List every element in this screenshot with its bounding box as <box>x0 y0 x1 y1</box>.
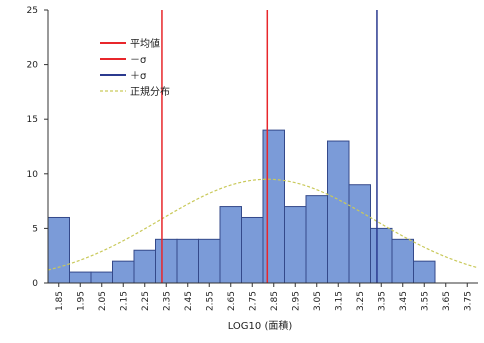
histogram-bar-8 <box>219 206 242 284</box>
x-tick-label: 2.15 <box>119 291 129 311</box>
histogram-bar-7 <box>198 238 221 284</box>
x-tick-label: 1.95 <box>76 291 86 311</box>
x-tick-label: 3.55 <box>420 291 430 311</box>
y-tick-label: 5 <box>32 224 38 234</box>
y-tick-label: 20 <box>27 61 39 71</box>
y-tick-label: 10 <box>27 170 39 180</box>
histogram-bar-2 <box>90 271 113 284</box>
legend-label-1: －σ <box>130 55 147 66</box>
histogram-bar-12 <box>305 195 328 284</box>
x-tick-label: 2.45 <box>184 291 194 311</box>
x-tick-label: 2.25 <box>141 291 151 311</box>
x-tick-label: 3.25 <box>356 291 366 311</box>
histogram-bar-1 <box>69 271 92 284</box>
x-tick-label: 2.05 <box>98 291 108 311</box>
y-tick-label: 0 <box>32 279 38 289</box>
histogram-bar-10 <box>262 129 285 284</box>
x-tick-label: 2.95 <box>291 291 301 311</box>
histogram-bar-6 <box>176 238 199 284</box>
histogram-bar-14 <box>348 184 371 284</box>
histogram-bar-0 <box>47 216 70 284</box>
x-tick-label: 2.85 <box>270 291 280 311</box>
x-axis-title: LOG10 (面積) <box>228 319 293 332</box>
histogram-bar-13 <box>327 140 350 284</box>
x-tick-label: 3.45 <box>399 291 409 311</box>
legend-label-3: 正規分布 <box>130 86 170 98</box>
normal-distribution-curve <box>47 178 479 271</box>
x-tick-label: 3.15 <box>334 291 344 311</box>
histogram-bar-17 <box>413 260 436 284</box>
histogram-bar-11 <box>284 206 307 284</box>
histogram-bar-15 <box>370 227 393 284</box>
x-tick-label: 2.65 <box>227 291 237 311</box>
x-tick-label: 3.75 <box>463 291 473 311</box>
legend: 平均値 －σ ＋σ 正規分布 <box>100 37 170 98</box>
legend-label-0: 平均値 <box>130 37 160 50</box>
x-tick-label: 1.85 <box>55 291 65 311</box>
x-tick-label: 3.05 <box>313 291 323 311</box>
legend-label-2: ＋σ <box>130 71 147 82</box>
histogram-bar-5 <box>155 238 178 284</box>
histogram-bar-3 <box>112 260 135 284</box>
x-tick-label: 2.35 <box>162 291 172 311</box>
histogram-bar-16 <box>391 238 414 284</box>
x-tick-label: 2.75 <box>248 291 258 311</box>
y-tick-label: 25 <box>27 6 38 16</box>
histogram-bar-4 <box>133 249 156 284</box>
histogram-bar-9 <box>241 216 264 284</box>
y-tick-label: 15 <box>27 115 38 125</box>
x-tick-label: 3.35 <box>377 291 387 311</box>
plot-area: 0 5 10 15 20 25 1.85 1.95 2.05 2.15 2.25 2.35 2.45 2.… <box>27 6 479 311</box>
x-tick-label: 3.65 <box>442 291 452 311</box>
x-tick-label: 2.55 <box>205 291 215 311</box>
